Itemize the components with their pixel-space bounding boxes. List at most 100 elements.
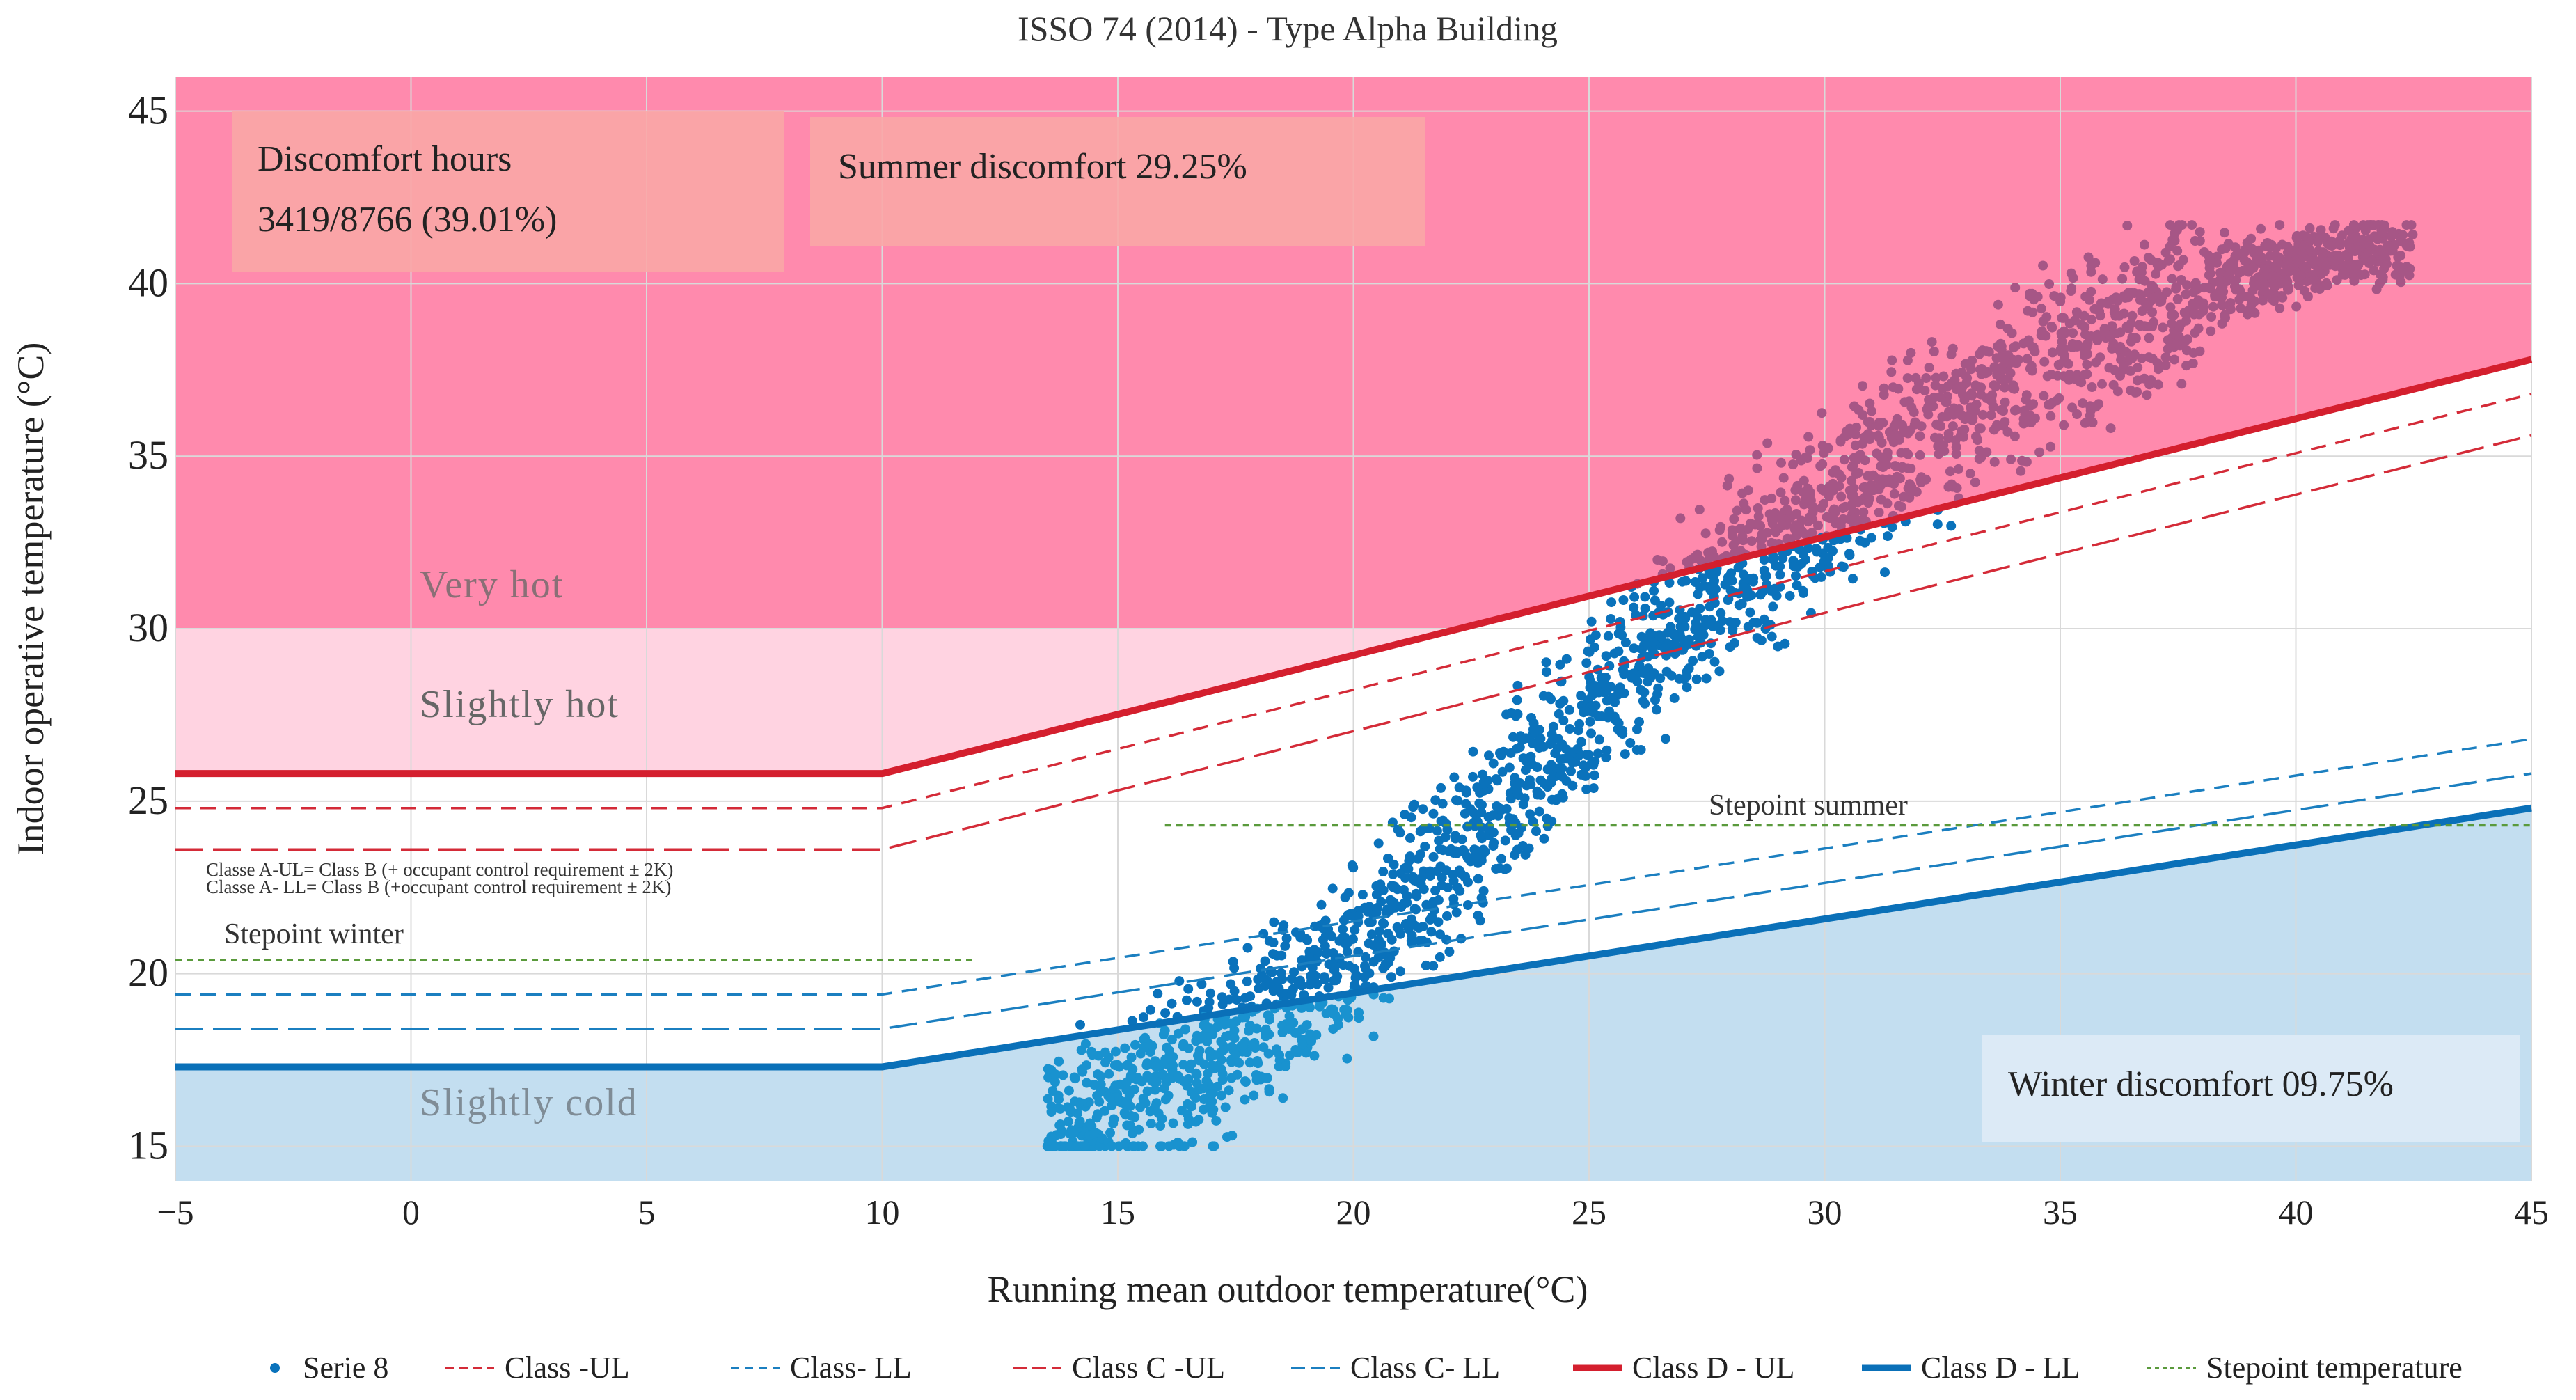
scatter-point (1767, 631, 1777, 642)
scatter-point (1716, 521, 1726, 532)
scatter-point (1953, 464, 1963, 474)
scatter-point (1753, 511, 1764, 521)
scatter-point (1789, 561, 1799, 572)
scatter-point (1539, 778, 1549, 789)
scatter-point (2146, 375, 2156, 385)
scatter-point (1566, 766, 1576, 776)
scatter-point (1796, 526, 1807, 536)
scatter-point (1363, 906, 1373, 917)
scatter-point (1348, 863, 1359, 873)
scatter-point (1915, 431, 1925, 441)
scatter-point (1408, 802, 1419, 812)
scatter-point (1629, 602, 1639, 613)
scatter-point (2116, 354, 2126, 365)
scatter-point (1965, 469, 1975, 479)
scatter-point (1432, 826, 1442, 836)
scatter-point (1100, 1047, 1110, 1057)
scatter-point (1532, 786, 1542, 796)
scatter-point (1911, 384, 1922, 395)
scatter-point (1306, 975, 1317, 986)
scatter-point (2111, 343, 2121, 354)
scatter-point (1068, 1128, 1079, 1138)
scatter-point (2119, 262, 2130, 272)
scatter-point (1480, 847, 1490, 857)
scatter-point (1043, 1064, 1053, 1074)
scatter-point (1709, 576, 1719, 585)
scatter-point (2127, 310, 2138, 321)
scatter-point (1204, 1046, 1215, 1057)
scatter-point (1508, 814, 1518, 824)
scatter-point (1898, 491, 1909, 502)
scatter-point (2010, 341, 2021, 352)
scatter-point (2238, 248, 2248, 258)
scatter-point (1923, 402, 1934, 412)
scatter-point (1620, 637, 1631, 647)
scatter-point (1384, 993, 1394, 1004)
scatter-point (1360, 952, 1370, 962)
y-tick-label: 20 (128, 950, 168, 996)
scatter-point (2332, 275, 2342, 285)
scatter-point (1451, 907, 1462, 918)
scatter-point (2194, 309, 2204, 320)
scatter-point (2105, 330, 2115, 340)
scatter-point (1902, 373, 1913, 384)
scatter-point (2322, 280, 2332, 290)
scatter-point (2268, 271, 2278, 281)
scatter-point (1329, 965, 1340, 975)
scatter-point (1155, 1121, 1166, 1131)
scatter-point (2176, 275, 2186, 285)
scatter-point (2317, 249, 2328, 260)
scatter-point (1517, 735, 1527, 745)
scatter-point (2176, 319, 2186, 329)
scatter-point (1297, 1002, 1307, 1012)
scatter-point (2144, 333, 2154, 343)
scatter-point (2152, 358, 2163, 368)
scatter-point (1054, 1056, 1064, 1067)
scatter-point (2406, 220, 2417, 230)
scatter-point (1343, 911, 1352, 921)
scatter-point (2188, 287, 2199, 297)
scatter-point (1178, 1060, 1189, 1070)
series-line-class-d-ul (175, 356, 2533, 778)
scatter-point (1954, 404, 1964, 414)
scatter-point (1435, 952, 1445, 962)
scatter-point (1110, 1046, 1121, 1057)
scatter-point (1120, 1043, 1130, 1053)
scatter-point (1767, 537, 1777, 548)
scatter-point (1446, 844, 1456, 854)
scatter-point (1858, 381, 1867, 391)
scatter-point (1376, 897, 1386, 907)
scatter-point (1334, 936, 1345, 946)
scatter-point (1150, 1085, 1160, 1095)
scatter-point (1256, 964, 1265, 974)
y-tick-label: 40 (128, 260, 168, 305)
scatter-point (1681, 576, 1691, 586)
scatter-point (1444, 947, 1455, 957)
scatter-point (1739, 569, 1749, 580)
scatter-point (1349, 964, 1359, 974)
scatter-point (1603, 631, 1613, 641)
scatter-point (1416, 873, 1427, 883)
scatter-point (1191, 1068, 1201, 1078)
scatter-point (1512, 695, 1522, 705)
scatter-point (1234, 1057, 1244, 1068)
scatter-point (1576, 737, 1586, 747)
scatter-point (1484, 750, 1494, 761)
scatter-point (2234, 268, 2244, 278)
legend-label: Class D - LL (1921, 1351, 2080, 1385)
scatter-point (1420, 842, 1430, 851)
scatter-point (1070, 1073, 1080, 1084)
scatter-point (2179, 308, 2190, 317)
scatter-point (2263, 289, 2274, 299)
scatter-point (2378, 253, 2389, 263)
scatter-point (1640, 592, 1650, 602)
scatter-point (2277, 292, 2288, 303)
scatter-point (1354, 1007, 1364, 1018)
scatter-point (2328, 223, 2339, 234)
scatter-point (1378, 867, 1389, 876)
scatter-point (1543, 691, 1554, 702)
scatter-point (2343, 238, 2353, 249)
scatter-point (2132, 387, 2142, 397)
scatter-point (2158, 322, 2168, 333)
scatter-point (1333, 1020, 1343, 1030)
